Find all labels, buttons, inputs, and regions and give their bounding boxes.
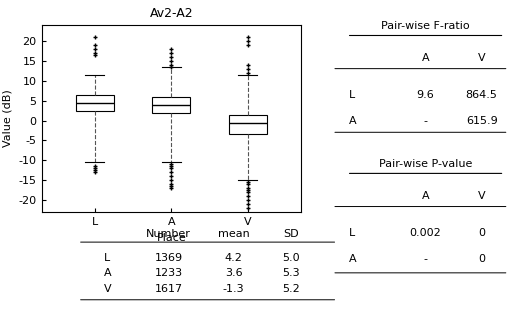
Text: 0: 0 <box>478 228 485 238</box>
Text: Pair-wise F-ratio: Pair-wise F-ratio <box>381 21 470 31</box>
Text: L: L <box>349 228 355 238</box>
Title: Av2-A2: Av2-A2 <box>149 7 193 20</box>
Text: A: A <box>422 191 429 201</box>
PathPatch shape <box>76 95 114 110</box>
Text: 0: 0 <box>478 254 485 264</box>
Text: V: V <box>478 191 485 201</box>
Text: A: A <box>422 53 429 63</box>
Text: -: - <box>424 254 428 264</box>
Text: 615.9: 615.9 <box>466 116 498 126</box>
Text: 1617: 1617 <box>155 284 183 294</box>
Text: 0.002: 0.002 <box>409 228 442 238</box>
Text: -1.3: -1.3 <box>223 284 244 294</box>
Text: A: A <box>104 268 112 278</box>
Text: L: L <box>349 90 355 100</box>
PathPatch shape <box>228 115 267 134</box>
Text: A: A <box>349 116 357 126</box>
Text: -: - <box>424 116 428 126</box>
Text: V: V <box>478 53 485 63</box>
PathPatch shape <box>152 97 190 113</box>
Text: SD: SD <box>283 229 298 239</box>
Y-axis label: Value (dB): Value (dB) <box>3 90 13 148</box>
Text: 5.0: 5.0 <box>282 253 299 263</box>
Text: 9.6: 9.6 <box>417 90 434 100</box>
Text: V: V <box>104 284 112 294</box>
Text: mean: mean <box>217 229 250 239</box>
Text: 5.3: 5.3 <box>282 268 299 278</box>
Text: Pair-wise P-value: Pair-wise P-value <box>379 159 472 169</box>
Text: 5.2: 5.2 <box>282 284 299 294</box>
Text: 4.2: 4.2 <box>225 253 242 263</box>
Text: L: L <box>104 253 110 263</box>
X-axis label: Place: Place <box>156 232 186 242</box>
Text: 3.6: 3.6 <box>225 268 242 278</box>
Text: A: A <box>349 254 357 264</box>
Text: Number: Number <box>146 229 191 239</box>
Text: 1369: 1369 <box>155 253 183 263</box>
Text: 1233: 1233 <box>155 268 183 278</box>
Text: 864.5: 864.5 <box>466 90 498 100</box>
